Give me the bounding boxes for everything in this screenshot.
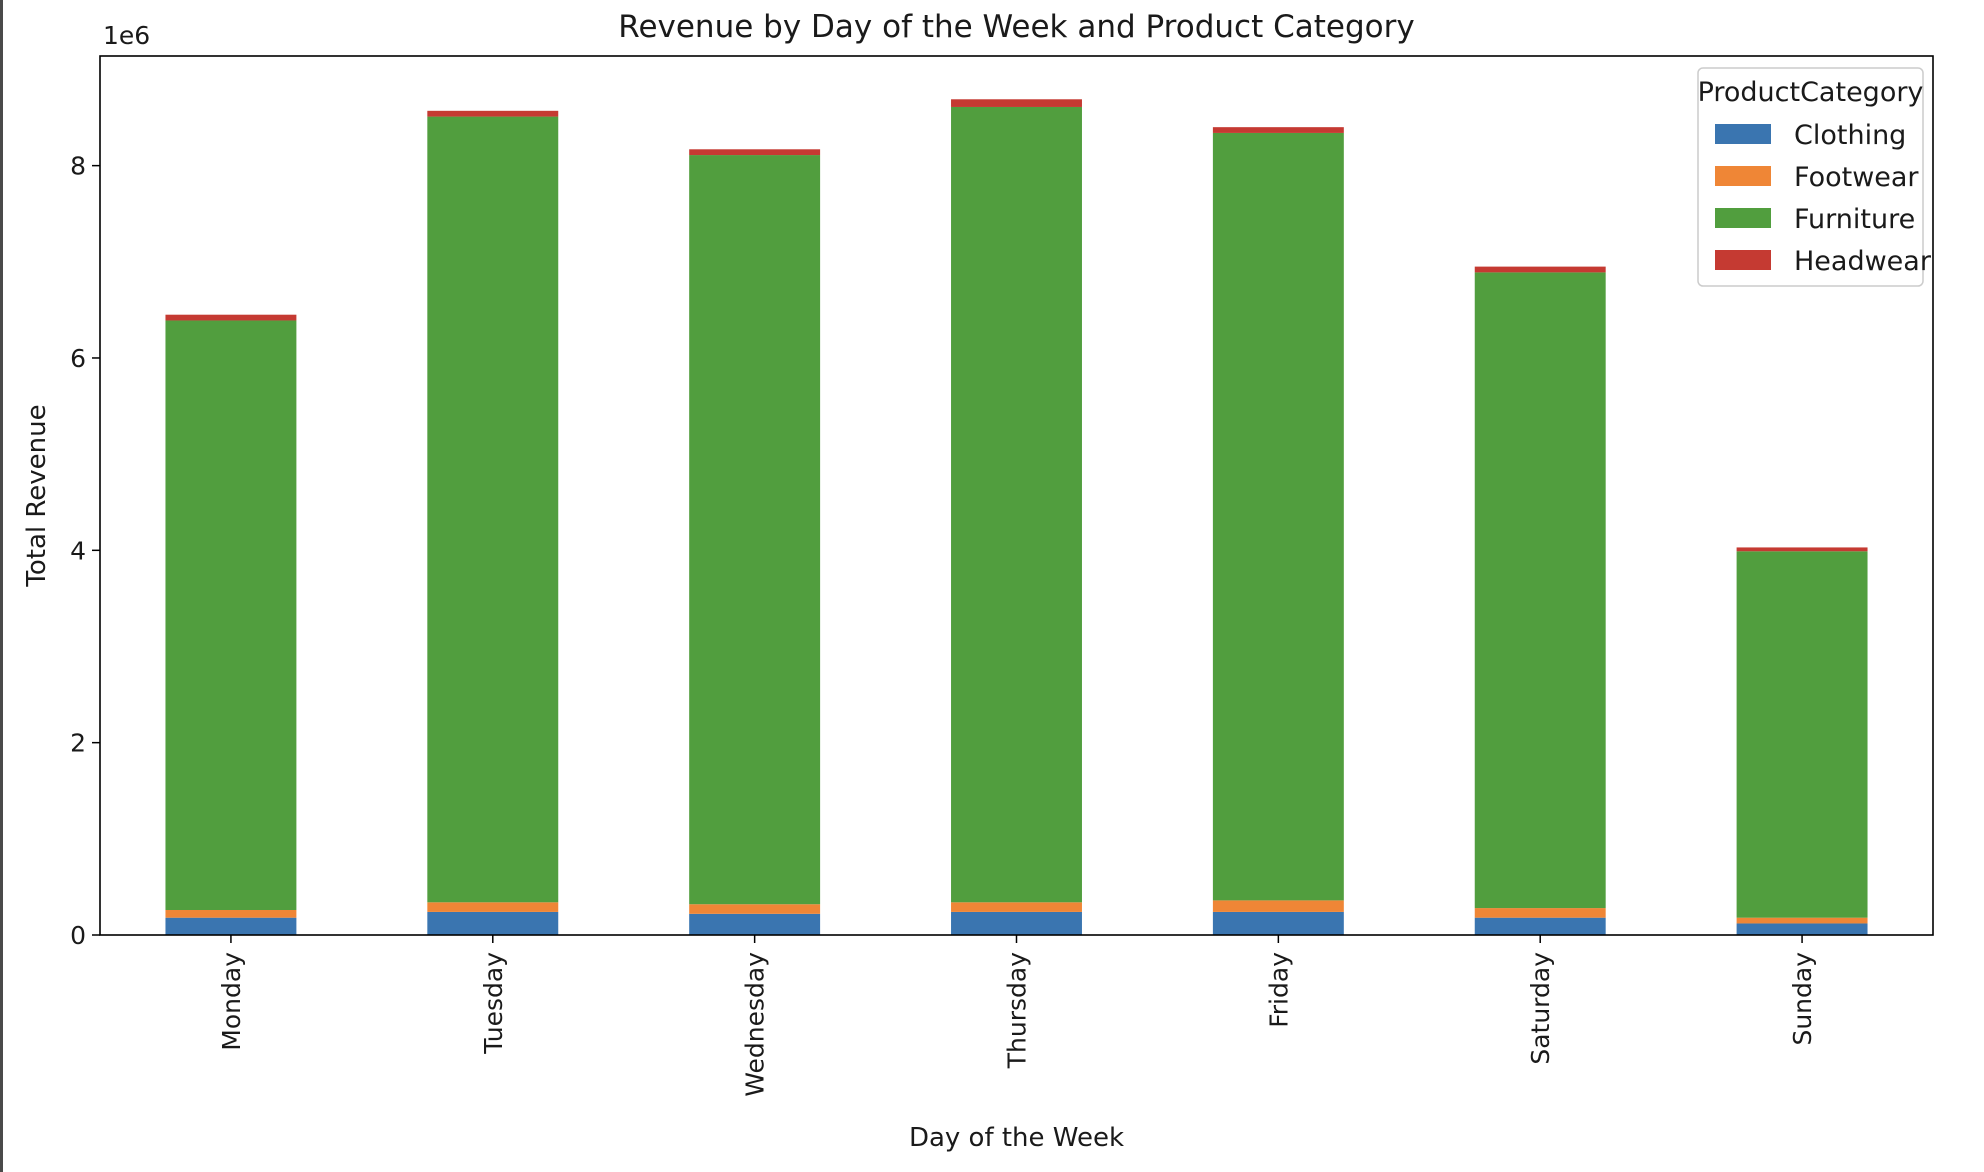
legend-swatch-footwear (1715, 166, 1771, 186)
x-tick-label: Saturday (1526, 952, 1555, 1065)
legend: ProductCategory Clothing Footwear Furniture… (1697, 67, 1932, 287)
x-tick-label: Sunday (1788, 952, 1817, 1046)
legend-swatch-clothing (1715, 124, 1771, 144)
bar-saturday-headwear (1474, 266, 1606, 273)
x-tick-label: Friday (1264, 952, 1293, 1028)
y-tick-label: 0 (70, 921, 86, 950)
x-tick-label: Thursday (1003, 952, 1032, 1069)
bar-tuesday-headwear (427, 110, 559, 117)
bar-monday-headwear (165, 314, 297, 321)
legend-label-furniture: Furniture (1794, 204, 1915, 235)
y-tick-label: 2 (70, 729, 86, 758)
bar-sunday-clothing (1736, 923, 1868, 935)
y-axis-ticks: 0 2 4 6 8 (70, 152, 100, 950)
legend-swatch-headwear (1715, 250, 1771, 270)
y-tick-label: 6 (70, 344, 86, 373)
bar-thursday-furniture (951, 106, 1082, 903)
bar-saturday-clothing (1474, 917, 1606, 935)
stacked-bar-chart: Revenue by Day of the Week and Product C… (22, 9, 1934, 1153)
bar-wednesday-headwear (689, 149, 821, 156)
legend-box (1697, 67, 1924, 287)
legend-label-clothing: Clothing (1794, 120, 1906, 151)
legend-label-footwear: Footwear (1794, 162, 1919, 193)
bar-saturday-footwear (1474, 908, 1606, 918)
x-axis-label: Day of the Week (909, 1123, 1124, 1153)
bar-wednesday-clothing (689, 913, 821, 935)
bar-friday-footwear (1212, 900, 1344, 912)
x-axis-ticks: Monday Tuesday Wednesday Thursday Friday Satu… (217, 935, 1817, 1097)
bar-tuesday-footwear (427, 902, 559, 912)
bar-thursday-footwear (951, 902, 1082, 912)
legend-label-headwear: Headwear (1794, 246, 1932, 277)
bar-monday-furniture (165, 320, 297, 910)
bar-sunday-headwear (1736, 547, 1868, 552)
bar-sunday-furniture (1736, 551, 1868, 918)
chart-title: Revenue by Day of the Week and Product C… (618, 9, 1414, 45)
bar-thursday-clothing (951, 911, 1082, 935)
bar-monday-clothing (165, 917, 297, 935)
y-axis-offset-label: 1e6 (103, 21, 150, 50)
bar-wednesday-footwear (689, 904, 821, 914)
x-tick-label: Wednesday (741, 952, 770, 1097)
plot-area-frame (99, 55, 1934, 936)
bar-sunday-footwear (1736, 917, 1868, 924)
y-axis-label: Total Revenue (22, 404, 52, 587)
bar-friday-clothing (1212, 911, 1344, 935)
y-tick-label: 8 (70, 152, 86, 181)
x-tick-label: Monday (217, 952, 246, 1051)
bar-saturday-furniture (1474, 272, 1606, 909)
bar-monday-footwear (165, 909, 297, 918)
bar-tuesday-clothing (427, 911, 559, 935)
bar-thursday-headwear (951, 99, 1082, 107)
legend-title: ProductCategory (1698, 77, 1924, 108)
bar-friday-headwear (1212, 127, 1344, 133)
x-tick-label: Tuesday (479, 952, 508, 1055)
bar-tuesday-furniture (427, 116, 559, 903)
bar-wednesday-furniture (689, 155, 821, 905)
bar-friday-furniture (1212, 132, 1344, 901)
y-tick-label: 4 (70, 536, 86, 565)
legend-swatch-furniture (1715, 208, 1771, 228)
bars-group (165, 99, 1868, 935)
